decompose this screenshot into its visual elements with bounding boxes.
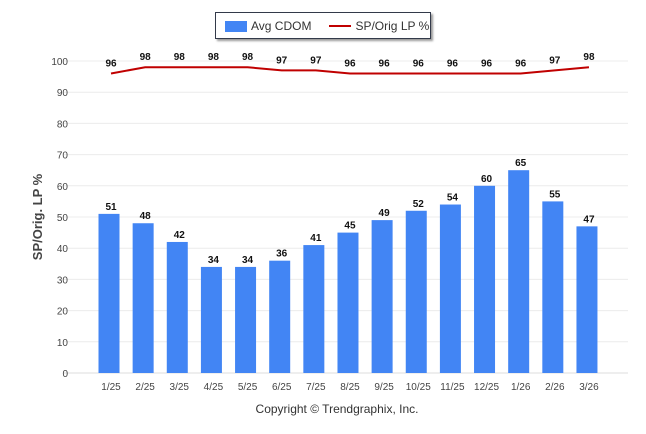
bar-data-label: 54: [447, 193, 459, 204]
bar: [98, 213, 120, 373]
bar-data-label: 49: [379, 208, 391, 219]
x-tick-label: 4/25: [204, 382, 224, 393]
legend-item-sp-orig[interactable]: SP/Orig LP %: [329, 19, 429, 33]
bar-data-label: 51: [105, 202, 117, 213]
bar: [405, 210, 427, 373]
line-data-label: 96: [515, 58, 527, 69]
copyright: Copyright © Trendgraphix, Inc.: [255, 402, 419, 416]
bar-data-label: 34: [242, 255, 254, 266]
bar: [542, 201, 564, 373]
y-tick-label: 100: [51, 57, 68, 68]
bar-data-label: 60: [481, 174, 493, 185]
line-swatch-icon: [329, 25, 352, 28]
y-tick-label: 60: [57, 182, 69, 193]
line-data-label: 97: [276, 55, 288, 66]
y-tick-label: 10: [57, 338, 69, 349]
bar-data-label: 45: [344, 221, 356, 232]
y-tick-label: 80: [57, 119, 69, 130]
legend: Avg CDOM SP/Orig LP %: [215, 12, 431, 39]
bar-data-label: 48: [140, 211, 152, 222]
bar-data-label: 47: [583, 214, 595, 225]
bar: [371, 220, 393, 373]
x-tick-label: 11/25: [440, 382, 465, 393]
y-tick-label: 30: [57, 275, 69, 286]
line-data-label: 98: [583, 52, 595, 63]
bar-swatch-icon: [225, 20, 247, 32]
x-tick-label: 2/26: [545, 382, 565, 393]
line-data-label: 96: [481, 58, 493, 69]
bar: [508, 170, 530, 373]
x-tick-label: 12/25: [474, 382, 499, 393]
y-axis-label: SP/Orig. LP %: [30, 173, 45, 260]
bar: [439, 204, 461, 373]
x-tick-label: 3/26: [579, 382, 599, 393]
bar-data-label: 42: [174, 230, 186, 241]
line-data-label: 97: [549, 55, 561, 66]
bar: [474, 185, 496, 373]
bar: [303, 245, 325, 373]
line-series: [110, 66, 590, 75]
bar-data-label: 65: [515, 158, 527, 169]
line-data-label: 98: [140, 52, 152, 63]
bar: [235, 266, 257, 373]
x-tick-label: 2/25: [135, 382, 155, 393]
line-data-label: 96: [105, 58, 117, 69]
line-data-label: 96: [413, 58, 425, 69]
bar: [200, 266, 222, 373]
y-tick-label: 90: [57, 88, 69, 99]
line-data-label: 96: [344, 58, 356, 69]
bar: [166, 241, 188, 373]
y-tick-label: 0: [62, 369, 68, 380]
y-tick-label: 70: [57, 151, 69, 162]
line-data-label: 97: [310, 55, 322, 66]
y-tick-label: 20: [57, 307, 69, 318]
x-tick-label: 9/25: [374, 382, 394, 393]
bar-data-label: 55: [549, 189, 561, 200]
bar-data-label: 41: [310, 233, 322, 244]
line-data-label: 98: [174, 52, 186, 63]
bar-data-label: 36: [276, 249, 288, 260]
x-tick-label: 10/25: [406, 382, 431, 393]
line-data-label: 96: [447, 58, 459, 69]
bar: [337, 232, 359, 373]
line-data-label: 96: [379, 58, 391, 69]
bar: [132, 223, 154, 373]
x-tick-label: 7/25: [306, 382, 326, 393]
x-tick-label: 1/26: [511, 382, 531, 393]
bar-data-label: 52: [413, 199, 425, 210]
bar: [576, 226, 598, 373]
line-data-label: 98: [208, 52, 220, 63]
line-data-label: 98: [242, 52, 254, 63]
legend-item-avg-cdom[interactable]: Avg CDOM: [225, 19, 311, 33]
y-tick-label: 50: [57, 213, 69, 224]
x-tick-label: 5/25: [238, 382, 258, 393]
x-tick-label: 6/25: [272, 382, 292, 393]
bar-data-label: 34: [208, 255, 220, 266]
bar: [269, 260, 291, 373]
x-tick-label: 1/25: [101, 382, 121, 393]
x-tick-label: 8/25: [340, 382, 360, 393]
x-tick-label: 3/25: [170, 382, 190, 393]
y-tick-label: 40: [57, 244, 69, 255]
